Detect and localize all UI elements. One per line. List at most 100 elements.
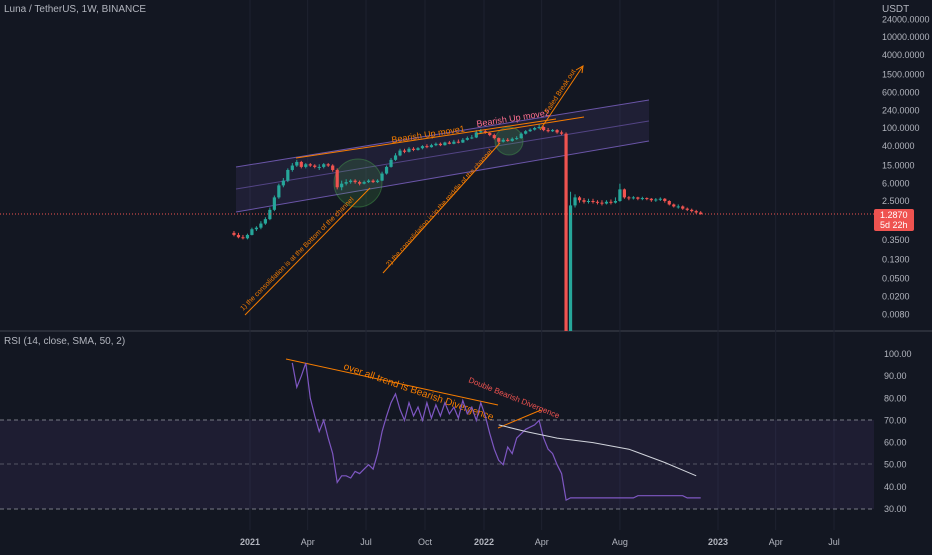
rsi-annotations (285, 358, 542, 429)
time-tick-label: 2022 (474, 537, 494, 547)
rsi-ma-line (498, 424, 697, 477)
candle-body (452, 141, 456, 144)
time-tick-label: Jul (360, 537, 372, 547)
candle-body (681, 206, 685, 209)
candle-body (676, 206, 680, 208)
price-tick-label: 1500.0000 (882, 69, 925, 79)
candle-body (546, 130, 550, 132)
candle-body (627, 197, 631, 199)
vertical-gridlines (249, 0, 835, 530)
price-tick-label: 15.0000 (882, 161, 915, 171)
candle-body (380, 173, 384, 181)
consolidation-circle-2 (494, 126, 524, 156)
price-tick-label: 2.5000 (882, 196, 910, 206)
candle-body (550, 130, 555, 132)
time-tick-label: Jul (828, 537, 840, 547)
currency-label: USDT (882, 4, 910, 15)
candle-body (631, 197, 635, 199)
candle-body (308, 164, 312, 166)
candle-body (272, 197, 276, 210)
last-price-value: 1.2870 (880, 210, 908, 220)
candle-body (236, 234, 241, 238)
candle-body (555, 130, 559, 133)
candle-body (470, 137, 474, 139)
candle-body (654, 199, 658, 201)
candle-body (416, 148, 420, 150)
candle-body (268, 209, 272, 220)
candle-body (447, 142, 451, 144)
last-price-countdown: 5d 22h (880, 220, 908, 230)
candle-body (492, 135, 496, 139)
candle-body (663, 198, 667, 201)
candle-body (622, 189, 626, 198)
candle-body (542, 127, 546, 131)
candle-body (398, 150, 402, 156)
candle-body (564, 133, 568, 331)
price-tick-label: 240.0000 (882, 106, 920, 116)
rsi-title: RSI (14, close, SMA, 50, 2) (4, 336, 126, 347)
price-tick-label: 0.0080 (882, 310, 910, 320)
time-axis[interactable]: 2021 Apr Jul Oct 2022 Apr Aug 2023 Apr Jul (240, 537, 840, 547)
candle-body (241, 237, 245, 239)
rsi-tick-label: 100.00 (884, 349, 912, 359)
rsi-axis[interactable]: 100.00 90.00 80.00 70.00 60.00 50.00 40.00 30.0… (884, 349, 912, 514)
rsi-tick-label: 80.00 (884, 393, 907, 403)
candle-body (613, 201, 618, 203)
candle-body (434, 143, 438, 146)
rsi-pane[interactable] (0, 358, 874, 510)
candle-body (591, 201, 595, 202)
candle-body (375, 180, 380, 183)
price-tick-label: 0.0200 (882, 292, 910, 302)
candle-body (340, 183, 344, 188)
candle-body (483, 131, 487, 133)
candle-body (456, 141, 460, 143)
candle-body (322, 164, 326, 167)
time-tick-label: 2021 (240, 537, 260, 547)
candle-body (384, 166, 389, 174)
candle-body (389, 159, 393, 167)
candle-body (479, 131, 483, 133)
candle-body (658, 198, 662, 200)
candle-body (429, 145, 434, 148)
price-tick-label: 40.0000 (882, 141, 915, 151)
rsi-tick-label: 70.00 (884, 415, 907, 425)
candle-body (259, 223, 263, 228)
candle-body (317, 166, 321, 168)
candle-body (326, 164, 330, 166)
candle-body (299, 161, 303, 167)
candle-body (402, 150, 407, 152)
candle-body (443, 142, 447, 146)
candle-body (519, 133, 523, 139)
candle-body (586, 201, 591, 202)
candle-body (497, 138, 501, 142)
candle-body (362, 182, 366, 184)
candle-body (609, 201, 613, 203)
price-tick-label: 0.0500 (882, 273, 910, 283)
price-annotations (244, 65, 585, 316)
candle-body (358, 182, 362, 184)
candle-body (281, 180, 285, 186)
rsi-tick-label: 90.00 (884, 371, 907, 381)
candle-body (533, 128, 537, 130)
candle-body (515, 138, 519, 140)
rsi-line (291, 362, 701, 501)
candle-body (286, 169, 290, 181)
price-tick-label: 6.0000 (882, 179, 910, 189)
time-tick-label: 2023 (708, 537, 728, 547)
candle-body (371, 180, 375, 183)
candle-body (254, 227, 259, 230)
candle-body (344, 182, 348, 184)
candle-body (694, 211, 698, 213)
price-tick-label: 0.1300 (882, 255, 910, 265)
time-tick-label: Apr (769, 537, 783, 547)
candle-body (636, 197, 640, 199)
candle-body (438, 143, 443, 146)
time-tick-label: Apr (301, 537, 315, 547)
time-tick-label: Apr (535, 537, 549, 547)
rsi-tick-label: 50.00 (884, 460, 907, 470)
price-tick-label: 0.3500 (882, 235, 910, 245)
candle-body (353, 180, 357, 183)
candle-body (510, 138, 514, 141)
